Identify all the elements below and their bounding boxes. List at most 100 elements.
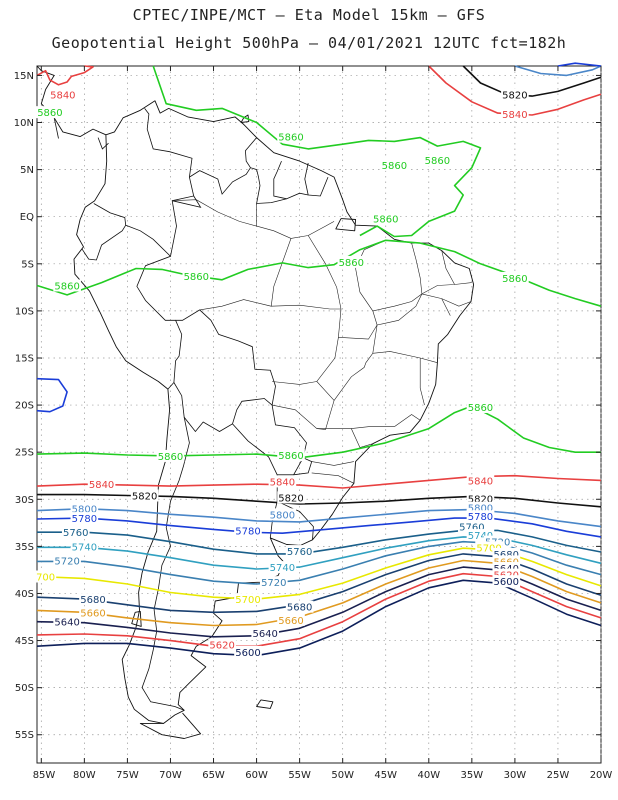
contour-label: 5740: [270, 563, 295, 574]
contour-label-bg: [49, 88, 77, 101]
contour-label: 5680: [80, 595, 105, 606]
country-border: [81, 203, 127, 261]
lat-label: 5N: [20, 165, 34, 176]
contour-label: 5860: [278, 133, 303, 144]
contour-label: 5840: [502, 110, 527, 121]
contour-label: 5640: [252, 629, 277, 640]
contour-label-bg: [70, 540, 99, 553]
contour-5820n: [462, 65, 602, 97]
contour-5880: [36, 377, 68, 413]
contour-label: 5720: [54, 556, 79, 567]
state-border: [311, 472, 355, 484]
contour-label: 5780: [235, 526, 260, 537]
contour-labels: 5860 5860 5860 5860 5860 5860 5860 5860 5860 5860…: [35, 88, 529, 659]
lat-label: 10N: [14, 118, 34, 129]
contour-label-bg: [466, 510, 495, 523]
coastline: [240, 114, 250, 123]
state-border: [372, 293, 423, 312]
contour-label-bg: [337, 255, 366, 268]
lat-label: 20S: [15, 401, 34, 412]
contour-label-bg: [268, 561, 297, 574]
contour-label-bg: [61, 526, 90, 539]
contour-label-bg: [423, 154, 452, 167]
contour-label-bg: [70, 512, 99, 525]
contour-label: 5780: [72, 514, 97, 525]
contour-label-bg: [130, 489, 159, 502]
state-border: [307, 235, 342, 401]
contour-label: 5760: [287, 547, 312, 558]
contour-label-bg: [492, 575, 521, 588]
contour-5780n: [557, 62, 602, 67]
contour-label-bg: [70, 502, 99, 515]
contour-label: 5860: [158, 452, 183, 463]
state-border: [441, 250, 455, 285]
lat-label: 40S: [15, 589, 34, 600]
country-border: [273, 160, 287, 200]
contour-5640: [36, 566, 602, 638]
contour-5600: [36, 579, 602, 657]
state-border: [419, 358, 425, 406]
contour-label-bg: [371, 212, 400, 225]
contour-5860c: [152, 65, 482, 238]
contour-label-bg: [466, 492, 495, 505]
contour-label: 5860: [425, 156, 450, 167]
state-border: [441, 298, 451, 316]
lon-label: 85W: [33, 770, 56, 781]
contour-label: 5820: [278, 493, 303, 504]
contour-label-bg: [277, 491, 305, 504]
country-border: [173, 309, 276, 433]
contour-label: 5760: [459, 523, 484, 534]
contour-5760: [37, 529, 602, 555]
contour-5700: [36, 547, 602, 600]
lon-label: 45W: [374, 770, 397, 781]
contour-label-bg: [156, 449, 185, 462]
contour-label: 5700: [476, 543, 501, 554]
contour-5800: [36, 507, 602, 528]
contour-label-bg: [53, 615, 81, 628]
contour-5780: [36, 517, 602, 538]
contour-label: 5820: [502, 90, 527, 101]
lon-label: 30W: [504, 770, 527, 781]
state-border: [351, 426, 395, 429]
lon-label: 65W: [202, 770, 225, 781]
country-border: [293, 457, 313, 476]
contour-label: 700: [36, 573, 55, 584]
title-line-1: CPTEC/INPE/MCT – Eta Model 15km – GFS: [132, 6, 486, 24]
lon-label: 35W: [461, 770, 484, 781]
lon-label: 70W: [159, 770, 182, 781]
contour-label: 5860: [278, 451, 303, 462]
contour-label: 5600: [494, 577, 519, 588]
contour-5820: [37, 493, 602, 508]
country-border: [244, 137, 329, 204]
lon-label: 25W: [547, 770, 570, 781]
contour-label-bg: [285, 600, 314, 613]
contour-5720: [37, 540, 602, 585]
state-border: [372, 351, 438, 363]
state-border: [172, 199, 335, 239]
state-border: [316, 428, 373, 448]
contour-label-bg: [259, 576, 288, 589]
contour-label-bg: [35, 570, 57, 583]
contour-5740: [37, 536, 602, 570]
state-border: [377, 243, 423, 326]
contour-label-bg: [466, 474, 495, 487]
contour-label-bg: [36, 106, 64, 119]
state-border: [271, 304, 341, 310]
state-border: [272, 381, 317, 385]
axis-ticks: 15N 10N 5N EQ 5S 10S 15S 20S 25S 30S 35S 40S 45S 50S 5…: [14, 66, 612, 781]
coastline: [139, 712, 202, 739]
contour-label-bg: [234, 645, 262, 658]
lat-label: 55S: [15, 730, 34, 741]
contour-label-bg: [380, 158, 409, 171]
state-border: [199, 238, 292, 311]
contour-label: 5640: [54, 618, 79, 629]
contour-label-bg: [277, 613, 305, 626]
lat-label: 5S: [21, 259, 34, 270]
contour-label: 5840: [50, 90, 75, 101]
coastline: [335, 218, 357, 232]
coastline: [131, 610, 142, 627]
contour-label-bg: [277, 449, 305, 462]
state-border: [421, 293, 472, 307]
contour-label: 5700: [235, 595, 260, 606]
